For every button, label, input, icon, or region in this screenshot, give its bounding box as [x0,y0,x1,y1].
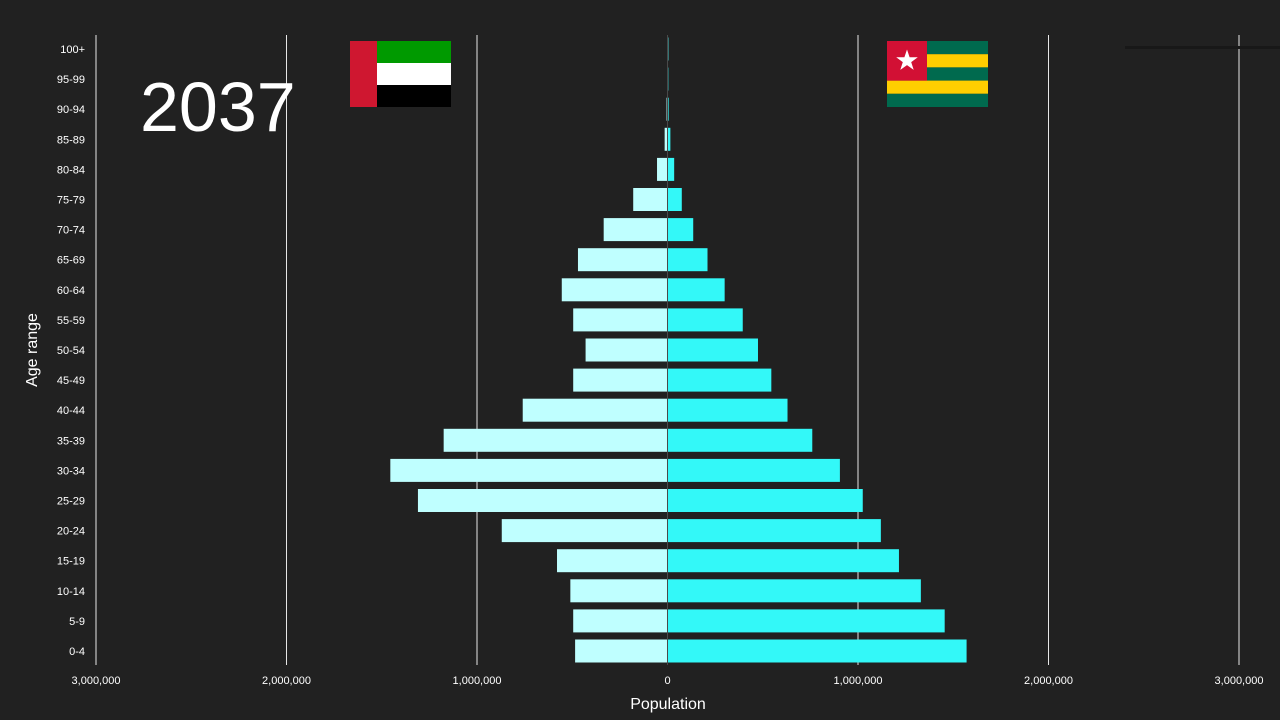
y-tick-label: 60-64 [57,285,85,297]
y-tick-label: 10-14 [57,586,85,598]
y-tick-label: 70-74 [57,225,85,237]
y-tick-label: 95-99 [57,74,85,86]
y-tick-label: 90-94 [57,104,85,116]
bar-left-80-84 [657,157,668,181]
x-tick-label: 1,000,000 [453,675,502,687]
bar-right-80-84 [667,157,675,181]
x-tick-label: 0 [664,675,670,687]
x-tick-label: 3,000,000 [72,675,121,687]
bar-left-55-59 [573,308,668,332]
left-series-bars [390,37,669,663]
y-tick-label: 100+ [60,44,85,56]
bar-left-75-79 [633,188,668,211]
y-tick-label: 75-79 [57,195,85,207]
bar-left-30-34 [390,458,668,482]
bar-right-35-39 [667,428,813,452]
y-tick-label: 0-4 [69,646,85,658]
bar-right-20-24 [667,519,881,543]
x-tick-label: 3,000,000 [1215,675,1264,687]
x-tick-label: 2,000,000 [1024,675,1073,687]
bar-right-10-14 [667,579,921,603]
x-tick-label: 1,000,000 [834,675,883,687]
bar-right-55-59 [667,308,743,332]
y-tick-label: 65-69 [57,255,85,267]
bar-left-45-49 [573,368,668,392]
bar-right-45-49 [667,368,772,392]
year-label: 2037 [140,68,296,146]
y-tick-label: 5-9 [69,616,85,628]
grid-lines [95,35,1240,665]
y-tick-label: 85-89 [57,134,85,146]
y-tick-label: 45-49 [57,375,85,387]
y-axis-title: Age range [24,313,41,387]
bar-right-70-74 [667,218,694,242]
bar-right-60-64 [667,278,725,302]
age-tick-labels: 100+ 95-99 90-94 85-89 80-84 75-79 70-74 65-69 6… [57,44,85,658]
bar-right-15-19 [667,549,899,573]
population-tick-labels: 3,000,000 2,000,000 1,000,000 0 1,000,000 2,0… [72,675,1264,687]
y-tick-label: 50-54 [57,345,85,357]
bar-left-50-54 [585,338,668,362]
bar-left-70-74 [603,218,668,242]
uae-flag-icon [350,41,451,107]
bar-left-20-24 [501,519,668,543]
x-tick-label: 2,000,000 [262,675,311,687]
bar-right-75-79 [667,188,682,211]
y-tick-label: 30-34 [57,465,85,477]
y-tick-label: 35-39 [57,435,85,447]
y-tick-label: 80-84 [57,164,85,176]
bar-left-85-89 [664,127,668,151]
bar-right-85-89 [667,127,671,151]
bar-right-40-44 [667,398,788,422]
bar-right-5-9 [667,609,945,633]
bar-left-10-14 [570,579,668,603]
bar-right-90-94 [667,97,669,121]
y-tick-label: 15-19 [57,556,85,568]
bar-right-65-69 [667,248,708,272]
bar-left-65-69 [577,248,668,272]
right-series-bars [667,37,967,663]
togo-flag-icon [887,41,988,107]
bar-left-25-29 [417,489,668,512]
bar-right-25-29 [667,489,863,512]
bar-left-60-64 [561,278,668,302]
y-tick-label: 55-59 [57,315,85,327]
bar-right-30-34 [667,458,840,482]
bar-left-5-9 [573,609,668,633]
bar-right-50-54 [667,338,758,362]
y-tick-label: 25-29 [57,496,85,508]
y-tick-label: 20-24 [57,526,85,538]
top-right-divider [1125,46,1280,49]
x-axis-title: Population [630,696,706,713]
bar-left-0-4 [575,639,668,663]
bar-right-0-4 [667,639,967,663]
bar-left-15-19 [557,549,668,573]
y-tick-label: 40-44 [57,405,85,417]
bar-left-35-39 [443,428,668,452]
bar-left-40-44 [522,398,668,422]
